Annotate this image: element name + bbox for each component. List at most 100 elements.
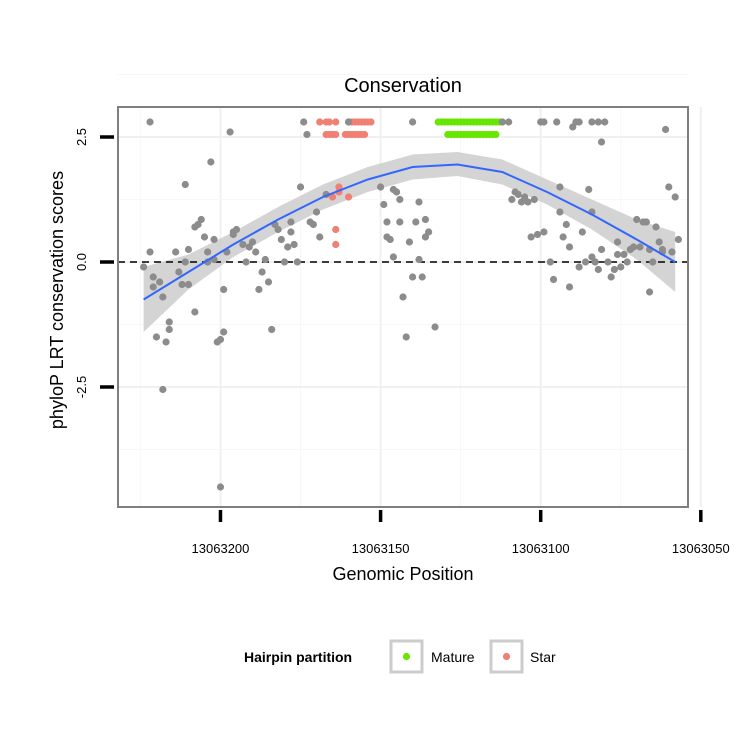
point-star-3 xyxy=(332,118,340,126)
point-default-137 xyxy=(396,218,404,226)
point-default-56 xyxy=(309,220,317,229)
point-default-139 xyxy=(508,195,516,204)
point-default-26 xyxy=(216,335,225,344)
point-default-6 xyxy=(162,338,170,346)
point-default-30 xyxy=(226,128,234,136)
point-default-20 xyxy=(197,215,205,224)
point-star-2 xyxy=(325,118,333,126)
point-default-92 xyxy=(575,118,583,126)
point-default-58 xyxy=(316,233,324,241)
point-default-7 xyxy=(146,118,154,126)
point-default-110 xyxy=(633,215,641,224)
y-tick-label-2: -2.5 xyxy=(74,376,89,398)
point-default-9 xyxy=(159,385,167,394)
y-axis-label: phyloP LRT conservation scores xyxy=(47,171,67,429)
point-default-143 xyxy=(533,230,542,239)
point-default-66 xyxy=(399,293,407,301)
point-default-72 xyxy=(418,273,426,281)
point-default-151 xyxy=(594,265,602,274)
y-axis: 2.5 0.0 -2.5 xyxy=(74,128,114,398)
point-default-141 xyxy=(521,193,529,201)
y-tick-label-1: 0.0 xyxy=(74,253,89,271)
point-star-11 xyxy=(367,118,375,126)
point-default-103 xyxy=(610,265,618,274)
point-default-60 xyxy=(380,200,388,209)
point-default-2 xyxy=(149,273,157,281)
legend-title: Hairpin partition xyxy=(244,649,352,665)
point-default-84 xyxy=(549,275,558,284)
point-default-75 xyxy=(431,323,439,331)
point-default-94 xyxy=(581,258,590,266)
point-default-99 xyxy=(597,138,606,146)
legend-label-star: Star xyxy=(530,649,556,665)
point-default-81 xyxy=(181,258,189,266)
x-tick-label-1: 13063150 xyxy=(352,541,410,556)
point-default-10 xyxy=(165,325,173,334)
point-default-79 xyxy=(204,248,212,256)
point-default-107 xyxy=(623,258,631,266)
point-default-130 xyxy=(409,118,417,126)
x-axis: 13063200 13063150 13063100 13063050 xyxy=(192,510,730,556)
point-default-95 xyxy=(585,185,593,194)
point-default-13 xyxy=(175,268,183,276)
point-default-47 xyxy=(284,243,292,251)
point-default-78 xyxy=(210,235,218,244)
point-default-115 xyxy=(649,258,657,266)
point-default-116 xyxy=(652,223,660,231)
point-default-21 xyxy=(200,233,209,241)
point-default-3 xyxy=(149,283,157,291)
points-layer xyxy=(140,118,682,491)
point-default-33 xyxy=(239,240,247,249)
point-default-69 xyxy=(409,273,417,281)
point-default-11 xyxy=(165,318,173,326)
point-default-15 xyxy=(181,180,189,189)
point-default-74 xyxy=(425,228,433,236)
point-default-45 xyxy=(277,235,285,244)
point-default-63 xyxy=(389,253,397,261)
point-default-132 xyxy=(421,215,430,224)
point-default-44 xyxy=(274,225,282,234)
confidence-ribbon xyxy=(143,152,676,332)
x-tick-label-0: 13063200 xyxy=(192,541,250,556)
point-default-54 xyxy=(303,130,311,139)
point-default-29 xyxy=(220,285,228,294)
point-default-27 xyxy=(216,483,225,491)
point-default-16 xyxy=(184,245,193,254)
point-default-49 xyxy=(287,228,295,236)
point-default-128 xyxy=(530,195,538,204)
point-default-104 xyxy=(613,238,622,246)
chart-title: Conservation xyxy=(344,75,462,97)
point-default-8 xyxy=(156,278,164,286)
point-default-142 xyxy=(527,233,535,241)
legend: Hairpin partition Mature Star xyxy=(244,639,556,674)
point-default-122 xyxy=(671,193,679,201)
point-default-111 xyxy=(636,243,644,251)
point-default-80 xyxy=(191,223,199,231)
point-default-23 xyxy=(207,158,215,166)
point-default-0 xyxy=(146,248,154,256)
point-default-37 xyxy=(252,248,260,256)
legend-label-mature: Mature xyxy=(431,649,475,665)
point-default-133 xyxy=(344,118,353,126)
point-default-136 xyxy=(389,185,397,194)
point-default-145 xyxy=(556,183,564,191)
point-default-61 xyxy=(383,218,391,226)
point-default-76 xyxy=(229,230,237,239)
point-star-22 xyxy=(360,130,369,139)
point-default-140 xyxy=(514,190,522,199)
point-default-138 xyxy=(498,118,506,126)
point-default-113 xyxy=(642,218,650,226)
point-default-109 xyxy=(629,243,638,251)
point-default-28 xyxy=(220,328,228,336)
point-default-71 xyxy=(415,255,423,264)
point-default-34 xyxy=(242,258,250,266)
point-star-0 xyxy=(316,118,324,126)
point-default-4 xyxy=(152,333,161,341)
point-default-93 xyxy=(578,228,586,236)
point-default-87 xyxy=(559,233,567,241)
y-tick-label-0: 2.5 xyxy=(74,128,89,146)
point-star-27 xyxy=(332,225,340,234)
point-default-106 xyxy=(620,250,628,259)
x-axis-label: Genomic Position xyxy=(332,564,473,584)
